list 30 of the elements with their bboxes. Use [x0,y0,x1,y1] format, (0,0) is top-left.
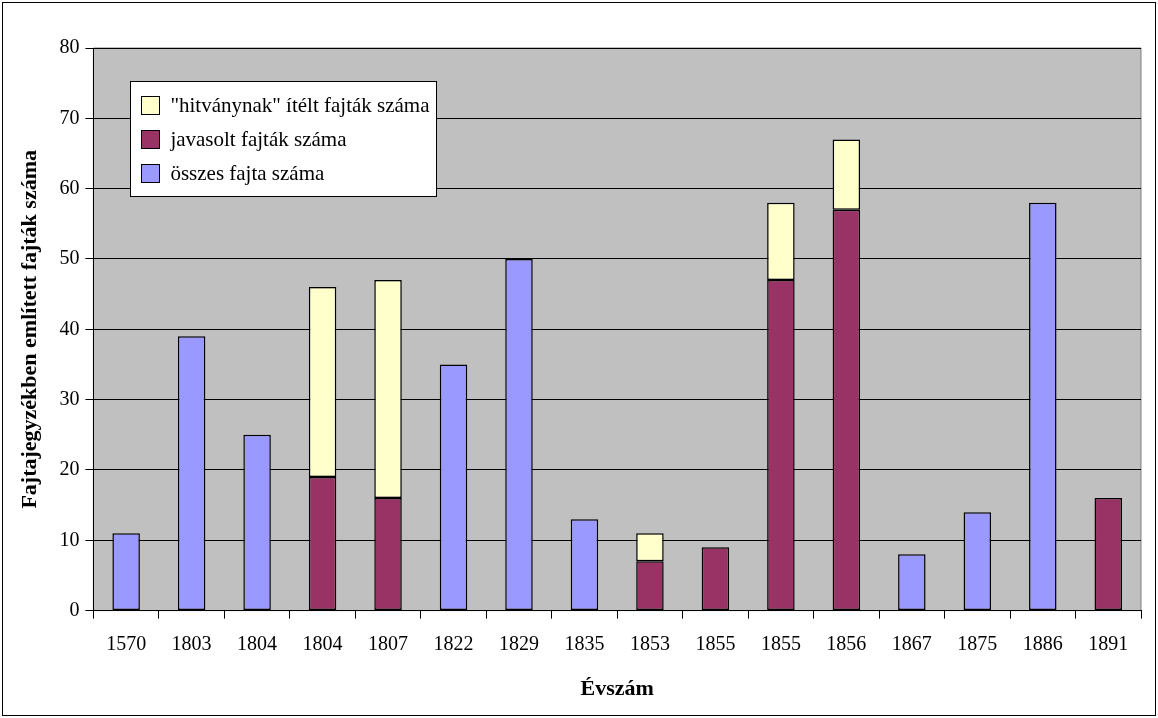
y-axis-title: Fajtajegyzékben említett fajták száma [15,150,41,509]
x-tick-label: 1804 [237,631,278,654]
y-tick-label: 10 [59,527,80,550]
x-tick-label: 1886 [1022,631,1063,654]
y-tick-label: 80 [59,35,80,58]
x-tick-label: 1853 [629,631,670,654]
x-tick-label: 1807 [368,631,409,654]
y-tick-label: 70 [59,105,80,128]
x-tick-label: 1822 [433,631,474,654]
x-tick-label: 1804 [302,631,343,654]
y-tick-label: 40 [59,316,80,339]
legend-label: "hitványnak" ítélt fajták száma [170,92,430,118]
y-tick-label: 30 [59,386,80,409]
x-tick-label: 1829 [498,631,539,654]
x-tick-label: 1875 [957,631,998,654]
y-tick-label: 0 [69,597,80,620]
legend-label: összes fajta száma [170,160,325,186]
x-tick-label: 1856 [826,631,867,654]
x-tick-label: 1855 [695,631,736,654]
legend-label: javasolt fajták száma [170,126,347,152]
x-tick-label: 1570 [106,631,147,654]
y-tick-label: 20 [59,457,80,480]
y-tick-label: 60 [59,175,80,198]
x-tick-label: 1835 [564,631,605,654]
x-tick-label: 1891 [1088,631,1129,654]
y-tick-label: 50 [59,246,80,269]
x-tick-label: 1803 [171,631,212,654]
x-axis-title: Évszám [580,675,654,701]
x-tick-label: 1867 [891,631,932,654]
x-tick-label: 1855 [760,631,801,654]
